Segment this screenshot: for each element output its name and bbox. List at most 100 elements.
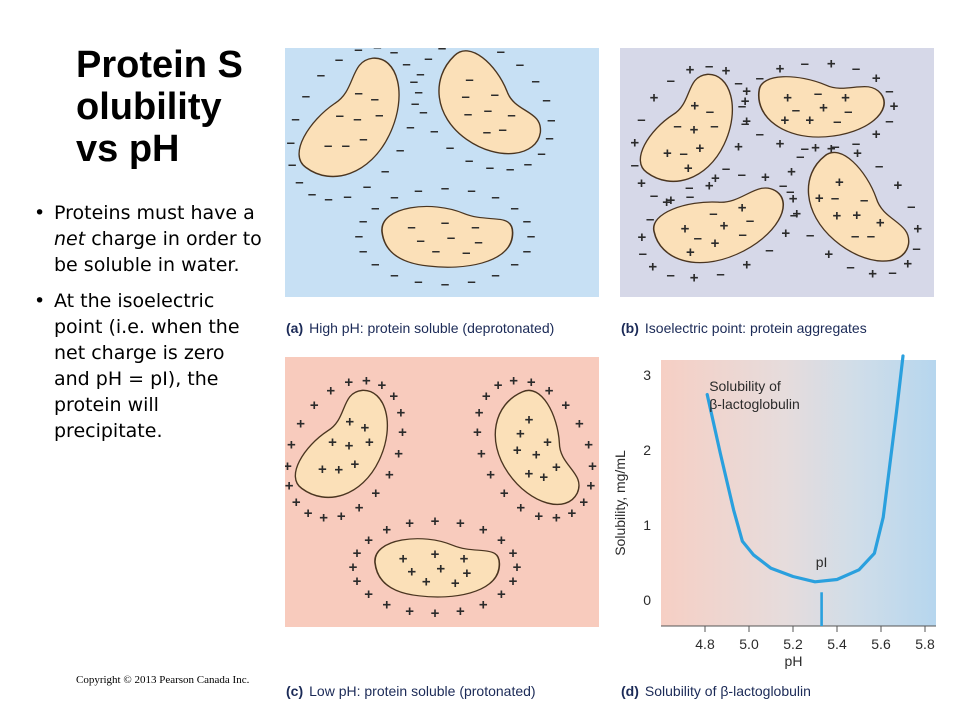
charge-sign-positive: + <box>543 434 552 451</box>
charge-sign: + <box>781 112 790 129</box>
charge-sign: + <box>853 145 862 162</box>
charge-sign-negative: – <box>406 119 414 136</box>
charge-sign-negative: – <box>510 200 518 217</box>
charge-sign-negative: – <box>308 186 316 203</box>
charge-sign: + <box>890 98 899 115</box>
protein-blob <box>494 389 580 506</box>
charge-sign-negative: – <box>371 91 379 108</box>
charge-sign-negative: – <box>359 131 367 148</box>
charge-sign-negative: – <box>317 67 325 84</box>
charge-sign-positive: + <box>436 560 445 577</box>
charge-sign-negative: – <box>402 56 410 73</box>
charge-sign-negative: – <box>441 215 449 232</box>
charge-sign: + <box>663 145 672 162</box>
charge-sign: + <box>824 246 833 263</box>
charge-sign-negative: – <box>419 104 427 121</box>
charge-sign: + <box>711 235 720 252</box>
charge-sign: – <box>667 72 675 89</box>
charge-sign: + <box>805 112 814 129</box>
charge-sign: – <box>885 83 893 100</box>
charge-sign: + <box>876 215 885 232</box>
panel-a-illustration: ––––––––––––––––––––––––––––––––––––––––… <box>285 48 599 297</box>
charge-sign-negative: – <box>390 267 398 284</box>
charge-sign-negative: – <box>462 245 470 262</box>
charge-sign-positive: + <box>516 499 525 516</box>
charge-sign: + <box>666 192 675 209</box>
charge-sign: + <box>832 207 841 224</box>
charge-sign-positive: + <box>525 411 534 428</box>
charge-sign-positive: + <box>568 505 577 522</box>
charge-sign-positive: + <box>337 508 346 525</box>
charge-sign-positive: + <box>328 434 337 451</box>
charge-sign-positive: + <box>378 377 387 394</box>
charge-sign-negative: – <box>524 156 532 173</box>
charge-sign: + <box>787 163 796 180</box>
charge-sign: + <box>734 139 743 156</box>
charge-sign-positive: + <box>497 586 506 603</box>
charge-sign: + <box>741 93 750 110</box>
charge-sign-negative: – <box>371 200 379 217</box>
charge-sign-positive: + <box>361 419 370 436</box>
x-axis-label: pH <box>785 653 803 669</box>
charge-sign-positive: + <box>545 383 554 400</box>
charge-sign-negative: – <box>291 111 299 128</box>
charge-sign-positive: + <box>513 559 522 576</box>
panel-c-letter: (c) <box>286 683 304 699</box>
charge-sign-negative: – <box>359 243 367 260</box>
charge-sign: + <box>868 266 877 283</box>
charge-sign: – <box>860 192 868 209</box>
charge-sign-negative: – <box>390 189 398 206</box>
charge-sign-positive: + <box>516 425 525 442</box>
charge-sign: – <box>709 205 717 222</box>
charge-sign: + <box>690 270 699 287</box>
protein-blob <box>438 50 542 155</box>
charge-sign: + <box>720 217 729 234</box>
charge-sign-positive: + <box>473 424 482 441</box>
charge-sign-negative: – <box>414 274 422 291</box>
charge-sign-positive: + <box>513 442 522 459</box>
charge-sign: – <box>792 102 800 119</box>
charge-sign: + <box>650 90 659 107</box>
panel-b-caption-text: Isoelectric point: protein aggregates <box>644 320 867 336</box>
y-tick-label: 3 <box>643 367 651 383</box>
charge-sign: – <box>716 266 724 283</box>
protein-blob <box>298 57 400 178</box>
y-tick-label: 0 <box>643 592 651 608</box>
charge-sign: + <box>738 200 747 217</box>
charge-sign-negative: – <box>295 174 303 191</box>
charge-sign: + <box>852 207 861 224</box>
charge-sign-negative: – <box>483 124 491 141</box>
charge-sign: – <box>722 160 730 177</box>
charge-sign: + <box>841 90 850 107</box>
panel-b-caption: (b) Isoelectric point: protein aggregates <box>621 320 867 336</box>
charge-sign: + <box>742 83 751 100</box>
charge-sign-positive: + <box>525 466 534 483</box>
charge-sign-positive: + <box>319 510 328 527</box>
charge-sign: – <box>694 230 702 247</box>
protein-blob <box>294 389 388 498</box>
charge-sign-negative: – <box>498 122 506 139</box>
panel-a-letter: (a) <box>286 320 304 336</box>
charge-sign-negative: – <box>359 213 367 230</box>
charge-sign-negative: – <box>424 51 432 68</box>
charge-sign: – <box>666 267 674 284</box>
charge-sign: – <box>685 180 693 197</box>
solubility-chart: 4.8 5.0 5.2 5.4 5.6 5.8 pH 0 1 2 3 Solubility, mg/m… <box>612 354 936 669</box>
charge-sign-negative: – <box>507 107 515 124</box>
charge-sign-negative: – <box>462 88 470 105</box>
charge-sign: + <box>648 259 657 276</box>
charge-sign: – <box>637 111 645 128</box>
panel-c-illustration: ++++++++++++++++++++++++++ + +++++++++++++… <box>285 357 599 627</box>
charge-sign-negative: – <box>527 228 535 245</box>
charge-sign-negative: – <box>545 130 553 147</box>
charge-sign-positive: + <box>475 404 484 421</box>
charge-sign-negative: – <box>381 163 389 180</box>
panel-c-caption: (c) Low pH: protein soluble (protonated) <box>286 683 536 699</box>
charge-sign-positive: + <box>365 434 374 451</box>
charge-sign-negative: – <box>532 73 540 90</box>
charge-sign: – <box>739 227 747 244</box>
charge-sign-positive: + <box>527 374 536 391</box>
charge-sign-negative: – <box>491 267 499 284</box>
charge-sign-negative: – <box>491 86 499 103</box>
charge-sign-positive: + <box>364 532 373 549</box>
